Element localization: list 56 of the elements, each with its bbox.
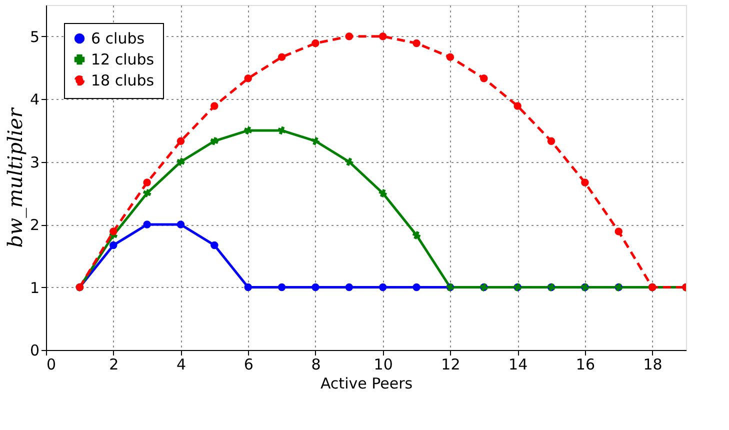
x-tick-label: 8 — [311, 356, 321, 374]
legend-label: 6 clubs — [91, 30, 145, 48]
y-tick-label: 3 — [30, 153, 40, 172]
point — [312, 283, 320, 292]
x-tick-label: 4 — [176, 356, 186, 374]
point — [244, 283, 252, 292]
point — [109, 228, 118, 236]
point — [143, 178, 151, 186]
point — [446, 53, 454, 61]
point — [581, 178, 589, 186]
point — [210, 241, 218, 250]
y-tick-label: 1 — [30, 278, 40, 297]
point — [278, 283, 286, 292]
point — [176, 220, 185, 228]
point — [345, 32, 354, 40]
y-tick-label: 5 — [30, 28, 40, 46]
point — [514, 102, 522, 110]
point — [311, 136, 320, 146]
legend-label: 18 clubs — [91, 72, 154, 90]
point — [345, 283, 354, 292]
x-tick-label: 18 — [643, 356, 662, 374]
y-tick-label: 2 — [30, 216, 40, 234]
point — [312, 39, 320, 48]
x-tick-label: 2 — [109, 356, 119, 374]
point — [412, 231, 421, 240]
point — [344, 158, 354, 166]
x-axis-title: Active Peers — [320, 374, 413, 392]
point — [176, 137, 185, 145]
point — [143, 220, 151, 228]
point — [109, 241, 118, 250]
point — [278, 126, 286, 135]
point — [142, 189, 152, 198]
point — [614, 228, 623, 236]
legend-label: 12 clubs — [91, 50, 154, 68]
point — [210, 102, 218, 110]
point — [378, 283, 387, 292]
point — [278, 53, 286, 61]
point — [480, 74, 488, 82]
x-tick-label: 10 — [374, 356, 393, 374]
point — [547, 137, 556, 145]
y-tick-label: 4 — [30, 90, 40, 109]
point — [378, 189, 388, 198]
point — [176, 158, 185, 166]
y-tick-label: 0 — [30, 342, 40, 360]
x-tick-label: 16 — [576, 356, 595, 374]
point — [210, 136, 219, 146]
point — [244, 126, 252, 135]
y-axis-title: bw_multiplier — [2, 106, 27, 248]
point — [412, 39, 420, 48]
x-tick-label: 0 — [46, 356, 56, 374]
x-tick-label: 6 — [244, 356, 254, 374]
point — [244, 74, 252, 82]
point — [412, 283, 420, 292]
x-tick-label: 14 — [508, 356, 528, 374]
x-tick-label: 12 — [441, 356, 460, 374]
point — [378, 32, 387, 40]
